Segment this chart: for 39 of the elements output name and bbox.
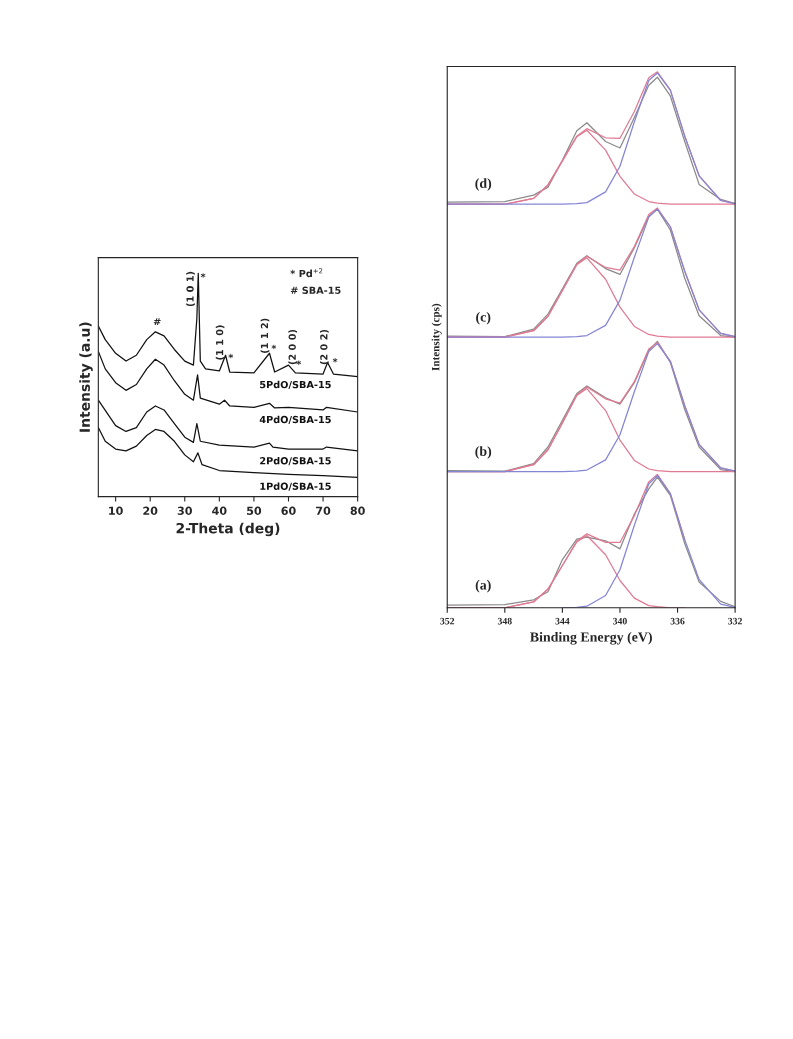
x-tick-label: 80 — [350, 506, 365, 515]
annotation: (2 0 2) — [320, 329, 329, 365]
annotation: * — [228, 353, 234, 359]
x-tick-label: 10 — [109, 506, 123, 515]
x-axis-title: 2-Theta (deg) — [176, 522, 280, 537]
x-tick-label: 20 — [143, 506, 158, 515]
y-axis-title: Intensity (cps) — [431, 303, 442, 371]
annotation: * — [200, 273, 206, 278]
annotation: (1 1 2) — [260, 318, 270, 353]
annotation: (2 0 0) — [288, 329, 298, 365]
annotation: (c) — [476, 311, 491, 325]
annotation: (a) — [475, 579, 491, 593]
annotation: # — [153, 318, 161, 326]
annotation: * — [271, 344, 277, 350]
x-tick-label: 336 — [670, 617, 685, 625]
annotation: * Pd$^{+2}$ — [290, 268, 323, 278]
x-tick-label: 30 — [177, 506, 192, 515]
annotation: # SBA-15 — [290, 286, 341, 294]
annotation: * — [332, 358, 338, 363]
annotation: (b) — [475, 446, 492, 459]
series-label: 1PdO/SBA-15 — [260, 482, 331, 491]
annotation: (1 0 1) — [186, 271, 195, 307]
x-tick-label: 40 — [212, 506, 227, 515]
x-tick-label: 60 — [281, 506, 296, 515]
series-label: 2PdO/SBA-15 — [260, 456, 331, 466]
annotation: * — [296, 360, 302, 365]
y-axis-title: Intensity (a.u) — [79, 322, 93, 432]
x-tick-label: 50 — [247, 506, 262, 515]
annotation: (1 1 0) — [215, 325, 225, 360]
x-tick-label: 332 — [728, 617, 742, 625]
annotation: (d) — [475, 178, 492, 191]
x-tick-label: 352 — [440, 617, 455, 625]
x-tick-label: 70 — [316, 506, 331, 515]
x-tick-label: 344 — [555, 617, 570, 625]
x-tick-label: 348 — [497, 617, 512, 625]
series-label: 4PdO/SBA-15 — [259, 415, 331, 424]
series-label: 5PdO/SBA-15 — [260, 380, 331, 390]
x-axis-title: Binding Energy (eV) — [530, 631, 652, 645]
x-tick-label: 340 — [613, 617, 627, 625]
